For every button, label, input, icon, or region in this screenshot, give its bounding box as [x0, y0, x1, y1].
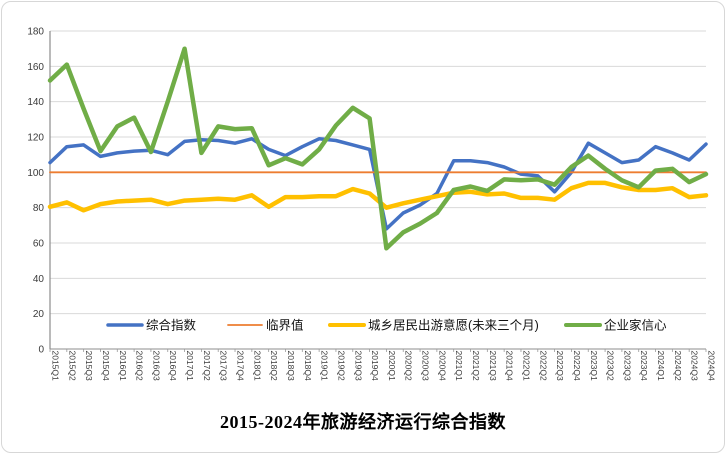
- x-axis-tick-label: 2021Q4: [505, 351, 515, 382]
- x-axis-tick-label: 2017Q2: [202, 351, 212, 382]
- y-axis-labels: 0 20 40 60 80 100 120 140 160 180: [27, 27, 44, 356]
- x-axis-tick-label: 2016Q3: [151, 351, 161, 382]
- x-axis-tick-label: 2024Q3: [690, 351, 700, 382]
- series-line-entrepreneur-confidence: [47, 46, 709, 251]
- x-axis-tick-label: 2023Q2: [606, 351, 616, 382]
- x-axis-tick-label: 2022Q4: [572, 351, 582, 382]
- x-axis-tick-label: 2022Q1: [521, 351, 531, 382]
- y-axis-tick-label: 0: [38, 345, 44, 356]
- legend-item-composite-index: 综合指数: [106, 318, 197, 333]
- legend-label: 综合指数: [146, 318, 197, 333]
- legend-item-urban-rural-travel-intention: 城乡居民出游意愿(未来三个月): [328, 318, 539, 333]
- x-axis-tick-label: 2021Q2: [471, 351, 481, 382]
- x-axis-tick-label: 2019Q1: [320, 351, 330, 382]
- legend-item-entrepreneur-confidence: 企业家信心: [564, 318, 667, 333]
- x-axis-tick-label: 2019Q4: [370, 351, 380, 382]
- x-axis-tick-label: 2015Q3: [84, 351, 94, 382]
- x-axis-tick-label: 2020Q2: [404, 351, 414, 382]
- x-axis-tick-label: 2020Q4: [437, 351, 447, 382]
- x-axis-tick-label: 2018Q1: [252, 351, 262, 382]
- x-axis-tick-label: 2020Q3: [421, 351, 431, 382]
- legend-item-threshold: 临界值: [227, 318, 304, 333]
- legend-label: 临界值: [266, 318, 304, 333]
- chart-title: 2015-2024年旅游经济运行综合指数: [220, 412, 506, 432]
- y-axis-tick-label: 40: [33, 274, 45, 285]
- legend-label: 企业家信心: [604, 318, 667, 333]
- legend-label: 城乡居民出游意愿(未来三个月): [368, 318, 539, 333]
- x-axis-tick-label: 2017Q3: [219, 351, 229, 382]
- x-axis-tick-label: 2023Q4: [639, 351, 649, 382]
- x-axis-tick-label: 2022Q2: [538, 351, 548, 382]
- y-axis-tick-label: 80: [33, 203, 45, 214]
- x-axis-tick-label: 2021Q1: [454, 351, 464, 382]
- y-axis-tick-label: 160: [27, 62, 44, 73]
- x-axis-tick-label: 2022Q3: [555, 351, 565, 382]
- x-axis-tick-label: 2020Q1: [387, 351, 397, 382]
- x-axis-tick-label: 2015Q2: [67, 351, 77, 382]
- y-axis-tick-label: 100: [27, 168, 44, 179]
- x-axis-tick-label: 2016Q4: [168, 351, 178, 382]
- x-axis-tick-label: 2017Q4: [236, 351, 246, 382]
- x-axis-tick-label: 2015Q4: [101, 351, 111, 382]
- x-axis-tick-label: 2016Q2: [135, 351, 145, 382]
- legend: 综合指数 临界值 城乡居民出游意愿(未来三个月) 企业家信心: [106, 318, 667, 333]
- y-axis-tick-label: 180: [27, 27, 44, 38]
- x-axis-tick-label: 2019Q3: [353, 351, 363, 382]
- x-axis-tick-label: 2024Q1: [656, 351, 666, 382]
- x-axis-tick-label: 2021Q3: [488, 351, 498, 382]
- y-axis-tick-label: 20: [33, 309, 45, 320]
- x-axis-tick-label: 2023Q1: [589, 351, 599, 382]
- y-axis-tick-label: 120: [27, 133, 44, 144]
- y-axis-tick-label: 60: [33, 239, 45, 250]
- x-axis-tick-label: 2023Q3: [622, 351, 632, 382]
- x-axis-tick-label: 2024Q2: [673, 351, 683, 382]
- axes: [49, 31, 707, 352]
- y-axis-tick-label: 140: [27, 97, 44, 108]
- x-axis-tick-label: 2019Q2: [336, 351, 346, 382]
- x-axis-tick-label: 2018Q3: [286, 351, 296, 382]
- x-axis-tick-label: 2015Q1: [51, 351, 61, 382]
- x-axis-tick-label: 2018Q4: [303, 351, 313, 382]
- x-axis-tick-label: 2018Q2: [269, 351, 279, 382]
- x-axis-tick-label: 2017Q1: [185, 351, 195, 382]
- x-axis-tick-label: 2024Q4: [707, 351, 717, 382]
- gridlines: [50, 30, 706, 315]
- x-axis-tick-label: 2016Q1: [118, 351, 128, 382]
- x-axis-labels: 2015Q1 2015Q2 2015Q3 2015Q4 2016Q1 2016Q2 2016…: [51, 351, 717, 382]
